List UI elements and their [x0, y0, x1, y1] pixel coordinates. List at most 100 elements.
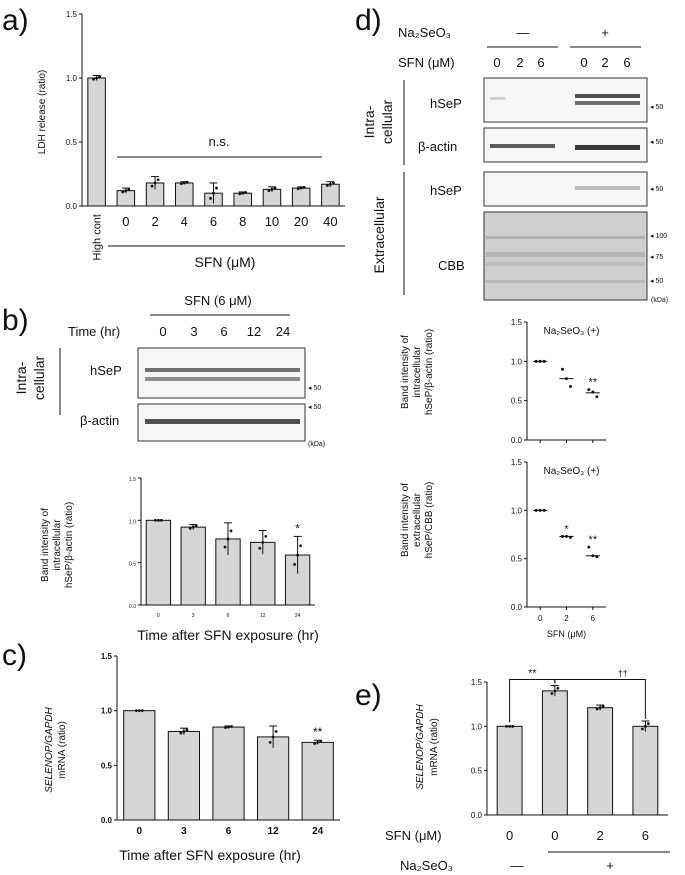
chart-d-lower-point	[587, 545, 591, 549]
chart-a-xtick-label: 2	[151, 214, 158, 229]
chart-a-point	[98, 75, 102, 79]
chart-e-point	[640, 727, 644, 731]
blot-b-header: SFN (6 μM)	[184, 293, 251, 308]
chart-a-ytick-label: 1.5	[66, 10, 78, 19]
chart-b-ytick-label: 0.5	[129, 562, 136, 568]
blot-b-hsep-panel	[137, 347, 306, 399]
chart-e-bar	[587, 707, 614, 816]
chart-c-point	[319, 739, 323, 743]
chart-d-lower-xlabel: SFN (μM)	[547, 629, 586, 639]
chart-a-point	[150, 184, 154, 188]
chart-a-bar	[87, 77, 106, 207]
chart-c-point	[227, 725, 230, 729]
chart-b-ylabel-1: Band intensity of	[40, 508, 51, 582]
chart-c-point	[185, 728, 189, 732]
chart-a-point	[331, 181, 335, 185]
blot-d-hsep-intra-bands	[490, 94, 640, 105]
chart-b-xlabel: Time after SFN exposure (hr)	[137, 627, 319, 643]
chart-d-lower: 0.0 0.5 1.0 1.5 0 2 * 6 ** Na₂SeO₃ (+) SFN (μM)	[511, 458, 606, 639]
chart-c-xlabel: Time after SFN exposure (hr)	[119, 847, 301, 863]
blot-d-marker-3: ◂ 50	[650, 186, 663, 193]
chart-b-point	[154, 518, 157, 522]
blot-d-cbb-bands	[486, 236, 645, 283]
chart-a-xtick-label: 20	[294, 214, 308, 229]
chart-c-xtick-label: 3	[181, 826, 187, 837]
chart-d-upper-ytick-label: 0.5	[511, 397, 523, 406]
chart-d-upper-ylabel-3: hSeP/β-actin (ratio)	[424, 329, 435, 415]
chart-d-upper-ytick-label: 0.0	[511, 436, 523, 445]
chart-c-point	[313, 742, 317, 745]
chart-d-upper-point	[587, 388, 591, 392]
blot-b-group-line2: cellular	[31, 355, 47, 400]
chart-a-xtick-label: 8	[239, 214, 246, 229]
chart-a-ytick-label: 0.0	[66, 202, 78, 211]
chart-e-point	[598, 706, 602, 710]
blot-d-sfn-6b: 6	[623, 55, 630, 70]
chart-e-bar	[632, 725, 659, 816]
chart-b-xtick-label: 24	[295, 613, 301, 619]
blot-d-plus: +	[601, 25, 609, 40]
chart-c-bar	[301, 741, 334, 821]
chart-b-ytick-label: 0.0	[129, 604, 136, 610]
chart-c-point	[134, 709, 138, 713]
chart-e-point	[646, 722, 650, 726]
chart-a-point	[296, 187, 300, 191]
panel-label-e: e)	[355, 679, 382, 712]
blot-d: Na₂SeO₃ — + SFN (μM) 0 2 6 0 2 6 Intra- …	[361, 25, 668, 304]
chart-b-point	[299, 544, 302, 548]
chart-a-xtick-label: 6	[210, 214, 217, 229]
chart-c-bar	[256, 736, 290, 821]
panel-label-a: a)	[2, 4, 29, 37]
chart-e-treatment-plus: +	[606, 858, 614, 873]
chart-d-lower-ytick-label: 0.0	[511, 603, 523, 612]
chart-c-point	[140, 709, 144, 713]
blot-d-marker-1: ◂ 50	[650, 104, 663, 111]
chart-a-point	[121, 190, 125, 194]
chart-e-ylabel: mRNA (ratio)	[429, 718, 440, 776]
chart-c-point	[268, 740, 272, 744]
chart-a-point	[212, 191, 215, 195]
chart-d-lower-xtick-label: 6	[591, 614, 596, 623]
chart-a-point	[124, 189, 128, 193]
chart-a-point	[302, 186, 306, 189]
panel-label-b: b)	[2, 304, 29, 337]
blot-d-intra-line2: cellular	[379, 99, 395, 144]
blot-d-row-actin: β-actin	[418, 139, 457, 154]
chart-e-bracket-left-label: **	[528, 668, 537, 680]
chart-b-point	[194, 524, 198, 528]
blot-b-row-actin: β-actin	[80, 413, 119, 428]
chart-c-point	[137, 709, 141, 713]
chart-b: 0.0 0.5 1.0 1.5 0 3 6 12 24 * Time after SFN expos…	[129, 477, 319, 643]
chart-c: 0.0 0.5 1.0 1.5 0 3 6 12 24 ** Time after SFN expo…	[101, 652, 340, 863]
blot-b-time-12: 12	[247, 324, 261, 339]
chart-e-ytick-label: 0.0	[471, 811, 483, 820]
chart-e-bracket-right-label: ††	[618, 669, 628, 679]
blot-d-kda: (kDa)	[651, 297, 668, 304]
blot-d-sfn-2a: 2	[516, 55, 523, 70]
chart-d-lower-sig: *	[564, 523, 569, 535]
chart-c-point	[274, 730, 278, 733]
blot-b-marker-50b: ◂ 50	[308, 404, 321, 411]
blot-d-sfn-0a: 0	[493, 55, 500, 70]
chart-a-xtick-label: 4	[181, 214, 188, 229]
chart-d-upper-ylabel-1: Band intensity of	[400, 335, 411, 409]
blot-b-group-line1: Intra-	[13, 361, 29, 394]
chart-e-point	[595, 707, 599, 711]
panel-label-d: d)	[355, 4, 382, 37]
blot-d-extra: Extracellular	[371, 196, 387, 273]
chart-e-bar	[496, 725, 523, 816]
blot-d-marker-75: ◂ 75	[650, 254, 663, 261]
chart-a-bar	[321, 183, 340, 207]
chart-b-point	[157, 518, 160, 522]
chart-e-point	[550, 692, 554, 695]
chart-c-point	[182, 730, 186, 733]
chart-a-point	[95, 76, 99, 80]
chart-c-point	[316, 740, 320, 744]
blot-d-minus: —	[517, 25, 530, 40]
blot-b-time-3: 3	[190, 324, 197, 339]
chart-b-point	[226, 537, 230, 541]
blot-d-row-cbb: CBB	[438, 258, 465, 273]
chart-a-point	[92, 77, 96, 81]
chart-d-upper: 0.0 0.5 1.0 1.5 ** Na₂SeO₃ (+)	[511, 318, 606, 445]
